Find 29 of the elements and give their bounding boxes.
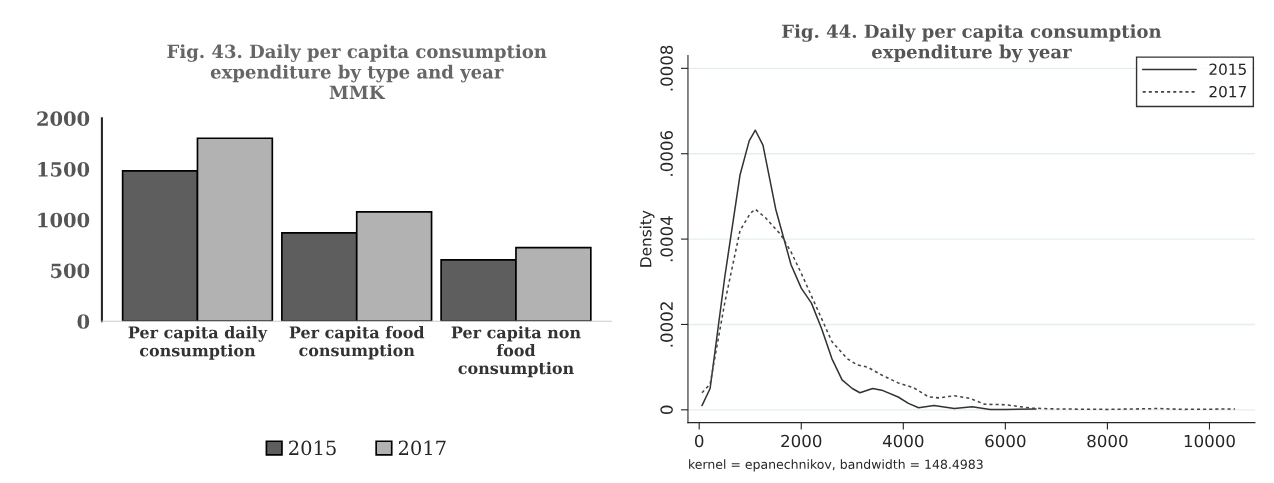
y-tick-label: 500 <box>51 263 90 279</box>
y-tick-label: 2000 <box>37 111 90 126</box>
x-tick-label: Per capita non food consumption <box>451 326 581 378</box>
y-tick-label: 1000 <box>38 212 90 228</box>
legend-label: 2017 <box>1209 85 1246 98</box>
y-tick-label: 0 <box>77 314 90 329</box>
x-tick-label: 6000 <box>985 434 1026 448</box>
legend-label: 2015 <box>1209 63 1246 76</box>
x-tick-label: 4000 <box>882 434 924 448</box>
line-series <box>701 129 1037 411</box>
chart-title: Fig. 43. Daily per capita consumption expenditure by type and year MMK <box>167 44 547 99</box>
y-tick-label: 0 <box>660 405 673 415</box>
y-tick-label: 1500 <box>38 162 90 177</box>
x-tick-label: 0 <box>694 434 704 448</box>
y-tick-label: .0002 <box>660 302 673 347</box>
x-tick-label: Per capita food consumption <box>289 326 425 360</box>
x-tick-label: 8000 <box>1087 434 1128 448</box>
legend-label: 2015 <box>289 440 336 456</box>
line-series <box>701 208 1236 411</box>
y-axis-title: Density <box>639 210 655 267</box>
x-tick-label: 2000 <box>781 434 822 448</box>
y-tick-label: .0006 <box>660 130 673 176</box>
chart-title: Fig. 44. Daily per capita consumption expenditure by year <box>782 24 1162 63</box>
text: kernel = epanechnikov, bandwidth = 148.4983 <box>689 459 983 472</box>
y-tick-label: .0004 <box>660 216 673 262</box>
x-tick-label: Per capita daily consumption <box>128 326 268 360</box>
y-tick-label: .0008 <box>660 45 673 91</box>
x-tick-label: 10000 <box>1184 434 1235 448</box>
legend-label: 2017 <box>398 440 446 456</box>
